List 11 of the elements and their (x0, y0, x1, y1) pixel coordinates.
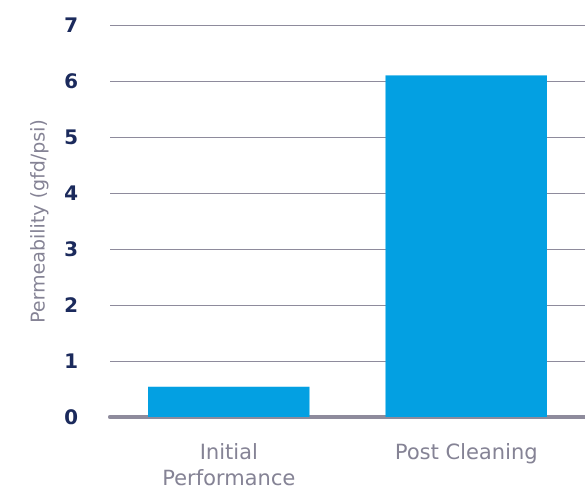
y-tick-label: 0 (64, 405, 78, 429)
x-tick-label: Initial Performance (162, 440, 296, 490)
y-tick-label: 6 (64, 69, 78, 93)
x-tick-label: Post Cleaning (394, 440, 538, 464)
y-tick-label: 2 (64, 293, 78, 317)
y-axis-title: Permeability (gfd/psi) (28, 119, 50, 323)
y-tick-label: 3 (64, 237, 78, 261)
y-tick-label: 4 (64, 181, 78, 205)
y-tick-label: 5 (64, 125, 78, 149)
y-tick-label: 7 (64, 13, 78, 37)
y-tick-label: 1 (64, 349, 78, 373)
